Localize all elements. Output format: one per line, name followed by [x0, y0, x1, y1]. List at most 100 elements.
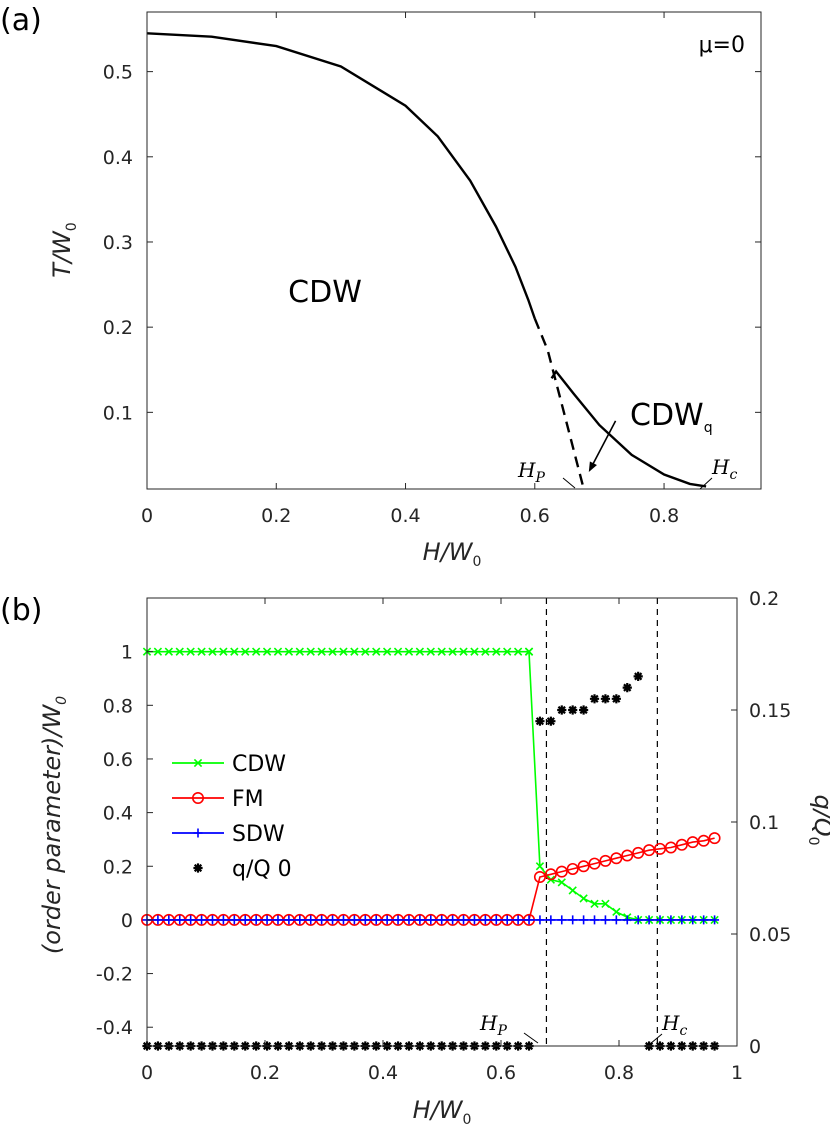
- legend-item: q/Q 0: [193, 857, 292, 882]
- data-point: [502, 915, 512, 925]
- data-point: [372, 647, 381, 656]
- hc-leader-b: [649, 1033, 663, 1045]
- y-tick-label-right: 0.2: [749, 588, 779, 610]
- data-point: [273, 915, 283, 925]
- y-tick-label: 0.6: [103, 749, 133, 771]
- data-point: [393, 915, 403, 925]
- y-ticks-a: 0.1 0.2 0.3 0.4 0.5: [103, 62, 761, 424]
- data-point: [164, 647, 173, 656]
- x-tick-label: 0.4: [390, 505, 420, 527]
- x-tick-label: 0.6: [486, 1062, 516, 1084]
- data-point: [568, 915, 578, 925]
- data-point: [644, 915, 654, 925]
- data-point: [480, 915, 490, 925]
- y-tick-label: 0.2: [103, 317, 133, 339]
- x-tick-label: 0.4: [368, 1062, 398, 1084]
- panel-a: (a) 0 0.2 0.4 0.6 0.8 0.1 0.2 0.3 0.4 0.5 H/W0 T…: [0, 3, 762, 570]
- data-point: [513, 647, 523, 656]
- data-point: [197, 915, 207, 925]
- y-tick-label-right: 0.05: [749, 924, 791, 946]
- data-point: [557, 915, 567, 925]
- data-point: [317, 915, 327, 925]
- data-point: [415, 915, 425, 925]
- data-point: [664, 841, 677, 854]
- mu-annotation: μ=0: [699, 33, 745, 58]
- series-sdw: [142, 915, 720, 925]
- data-point: [350, 647, 359, 656]
- data-point: [251, 647, 261, 656]
- data-point: [524, 647, 534, 656]
- y-tick-label-right: 0.1: [749, 812, 779, 834]
- data-point: [437, 647, 446, 656]
- data-point: [579, 915, 589, 925]
- data-point: [197, 647, 206, 656]
- x-tick-label: 0.8: [649, 505, 679, 527]
- data-point: [186, 647, 195, 656]
- data-point: [218, 915, 228, 925]
- data-point: [219, 647, 228, 656]
- data-point: [241, 647, 250, 656]
- data-point: [579, 894, 588, 903]
- boundary-solid-0: [146, 32, 536, 319]
- data-point: [339, 647, 348, 656]
- y-tick-label: 0: [121, 910, 133, 932]
- data-point: [513, 915, 523, 925]
- transition-lines: [545, 598, 658, 1046]
- legend-item: SDW: [172, 822, 285, 847]
- y-tick-label: 1: [121, 642, 133, 664]
- data-point: [675, 838, 688, 851]
- data-point: [535, 915, 545, 925]
- boundary-dashed: [533, 318, 585, 488]
- data-point: [459, 915, 469, 925]
- data-point: [533, 870, 546, 883]
- y-ticks-right-b: 0 0.05 0.1 0.15 0.2: [731, 588, 791, 1058]
- data-point: [448, 647, 457, 656]
- panel-b: (b) 0 0.2 0.4 0.6 0.8 1 -0.4 -0.2 0 0.2 0.4 0.6 0.8…: [0, 588, 830, 1128]
- data-point: [535, 862, 545, 871]
- x-axis-label-b: H/W0: [413, 1096, 472, 1128]
- legend-label: q/Q 0: [232, 857, 292, 882]
- data-point: [175, 647, 184, 656]
- legend-label: CDW: [232, 752, 286, 777]
- data-point: [503, 647, 512, 656]
- axes-box-a: [146, 11, 762, 490]
- data-point: [404, 647, 414, 656]
- data-point: [207, 915, 217, 925]
- hp-leader-a: [562, 477, 576, 489]
- data-point: [153, 915, 163, 925]
- data-point: [590, 915, 600, 925]
- x-axis-label-a: H/W0: [423, 538, 482, 570]
- data-point: [632, 846, 645, 859]
- panel-label-b: (b): [0, 593, 42, 628]
- y-tick-label: -0.4: [96, 1017, 133, 1039]
- boundary-solid-2: [550, 369, 707, 488]
- cdwq-arrow: [588, 420, 617, 473]
- data-point: [338, 915, 348, 925]
- hc-leader-a: [699, 477, 713, 490]
- y-tick-label: 0.4: [103, 803, 133, 825]
- data-point: [633, 671, 643, 681]
- data-point: [459, 647, 468, 656]
- legend-marker: [192, 791, 205, 804]
- data-point: [426, 915, 436, 925]
- region-label-cdwq: CDWq: [630, 398, 713, 436]
- hp-label-a: HP: [517, 458, 545, 486]
- x-tick-label: 0.6: [520, 505, 550, 527]
- data-point: [229, 915, 239, 925]
- data-point: [589, 694, 600, 704]
- data-point: [599, 854, 612, 867]
- data-point: [273, 647, 283, 656]
- y-tick-label: 0.2: [103, 856, 133, 878]
- data-point: [295, 915, 305, 925]
- data-point: [306, 647, 315, 656]
- data-point: [557, 705, 567, 715]
- data-point: [349, 915, 359, 925]
- data-point: [295, 647, 304, 656]
- y-tick-label: 0.1: [103, 402, 133, 424]
- x-tick-label: 0.2: [250, 1062, 280, 1084]
- data-point: [470, 647, 479, 656]
- data-point: [688, 915, 698, 925]
- data-point: [546, 716, 556, 726]
- series-group: [141, 647, 721, 1051]
- data-point: [600, 915, 610, 925]
